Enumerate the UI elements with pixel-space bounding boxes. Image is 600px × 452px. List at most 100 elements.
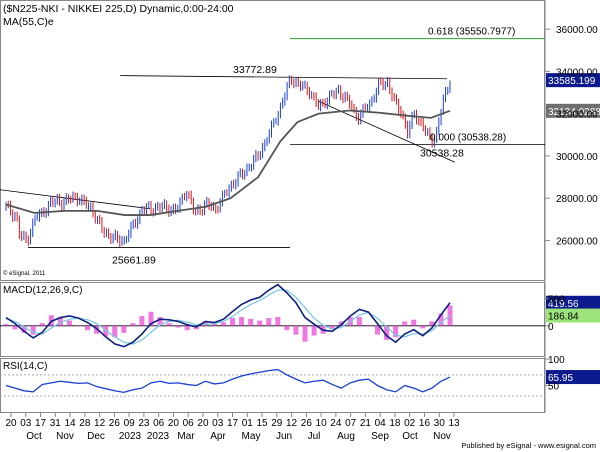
macd-histogram-bar <box>329 325 335 330</box>
x-tick-label: 09 <box>124 418 136 429</box>
x-tick-label: 26 <box>301 418 313 429</box>
fib-618-label: 0.618 (35550.7977) <box>428 27 515 38</box>
x-month-label: Nov <box>433 431 451 442</box>
macd-line <box>5 283 451 348</box>
ma-legend: MA(55,C)e <box>3 16 54 28</box>
macd-histogram-bar <box>121 325 127 333</box>
rsi-line <box>5 368 451 394</box>
ma-value-label: 32134.0288 <box>548 107 600 118</box>
x-month-label: Jul <box>308 431 321 442</box>
macd-histogram-bar <box>266 317 272 326</box>
macd-title: MACD(12,26,9,C) <box>3 285 82 296</box>
x-month-label: Oct <box>26 431 42 442</box>
macd-histogram-bar <box>112 325 118 338</box>
price-y-tick-label: 26000.00 <box>556 236 598 247</box>
x-tick-label: 26 <box>109 418 121 429</box>
macd-histogram-bar <box>30 325 36 335</box>
macd-histogram-bar <box>356 317 362 326</box>
x-month-label: Mar <box>177 431 195 442</box>
x-tick-label: 20 <box>5 418 17 429</box>
macd-histogram-bar <box>411 319 417 326</box>
price-y-tick-label: 30000.00 <box>556 152 598 163</box>
macd-histogram-bar <box>302 325 308 342</box>
x-month-label: 2023 <box>119 431 142 442</box>
macd-histogram-bar <box>248 318 254 326</box>
resistance-trendline <box>119 75 448 80</box>
x-tick-label: 13 <box>448 418 460 429</box>
x-month-label: May <box>242 431 261 442</box>
x-tick-label: 12 <box>94 418 106 429</box>
ma-55-line <box>5 109 451 216</box>
macd-histogram-bar <box>284 325 290 331</box>
macd-histogram-bar <box>184 325 190 331</box>
watermark: © eSignal, 2011 <box>3 270 46 277</box>
x-tick-label: 07 <box>345 418 357 429</box>
rsi-y-tick-label: 50 <box>548 382 560 393</box>
rsi-y-tick-label: 100 <box>548 355 565 366</box>
x-tick-label: 10 <box>316 418 328 429</box>
x-tick-label: 20 <box>168 418 180 429</box>
x-tick-label: 12 <box>286 418 298 429</box>
macd-y-tick-label: 500 <box>548 294 565 305</box>
x-month-label: Nov <box>56 431 74 442</box>
x-tick-label: 31 <box>50 418 62 429</box>
x-tick-label: 17 <box>35 418 47 429</box>
x-tick-label: 06 <box>183 418 195 429</box>
x-tick-label: 20 <box>197 418 209 429</box>
x-tick-label: 18 <box>389 418 401 429</box>
signal-value-label: 186.84 <box>548 312 579 323</box>
x-tick-label: 17 <box>227 418 239 429</box>
macd-histogram-bar <box>175 325 181 328</box>
macd-histogram-bar <box>311 325 317 336</box>
price-y-tick-label: 36000.00 <box>556 25 598 36</box>
high-label: 33772.89 <box>233 64 277 76</box>
macd-histogram-bar <box>130 323 136 326</box>
x-tick-label: 23 <box>138 418 150 429</box>
macd-histogram-bar <box>157 317 163 326</box>
x-tick-label: 29 <box>271 418 283 429</box>
x-tick-label: 14 <box>65 418 77 429</box>
rsi-value-label: 65.95 <box>548 373 573 384</box>
macd-histogram-bar <box>75 325 81 327</box>
x-month-label: Dec <box>87 431 105 442</box>
x-month-label: Oct <box>402 431 418 442</box>
macd-histogram-bar <box>365 324 371 326</box>
macd-value-label-bg <box>546 295 600 310</box>
macd-value-label: 419.56 <box>548 299 579 310</box>
x-tick-label: 30 <box>434 418 446 429</box>
x-tick-label: 04 <box>375 418 387 429</box>
rsi-value-label-bg <box>546 370 600 385</box>
macd-histogram-bar <box>166 323 172 326</box>
x-tick-label: 01 <box>242 418 254 429</box>
x-month-label: Apr <box>210 431 226 442</box>
macd-histogram-bar <box>420 325 426 329</box>
x-month-label: Aug <box>337 431 355 442</box>
x-tick-label: 03 <box>212 418 224 429</box>
x-tick-label: 21 <box>360 418 372 429</box>
macd-histogram-bar <box>429 321 435 326</box>
macd-histogram-bar <box>375 325 381 335</box>
macd-histogram-bar <box>103 325 109 337</box>
x-tick-label: 02 <box>404 418 416 429</box>
x-month-label: Sep <box>371 431 389 442</box>
macd-histogram-bar <box>139 316 145 326</box>
macd-histogram-bar <box>66 320 72 326</box>
macd-histogram-bar <box>211 324 217 326</box>
macd-histogram-bar <box>402 321 408 326</box>
x-tick-label: 06 <box>153 418 165 429</box>
macd-histogram-bar <box>230 317 236 326</box>
chart-title: ($N225-NKI - NIKKEI 225,D) Dynamic,0:00-… <box>3 3 234 15</box>
x-tick-label: 24 <box>330 418 342 429</box>
macd-histogram-bar <box>12 325 18 330</box>
last-price-label: 33585.199 <box>548 76 596 87</box>
macd-histogram-bar <box>220 322 226 326</box>
x-tick-label: 15 <box>256 418 268 429</box>
x-tick-label: 16 <box>419 418 431 429</box>
low-label-30538: 30538.28 <box>420 148 464 160</box>
macd-histogram-bar <box>438 313 444 326</box>
x-tick-label: 03 <box>20 418 32 429</box>
macd-histogram-bar <box>275 317 281 326</box>
macd-histogram-bar <box>85 325 91 331</box>
macd-histogram-bar <box>293 325 299 335</box>
